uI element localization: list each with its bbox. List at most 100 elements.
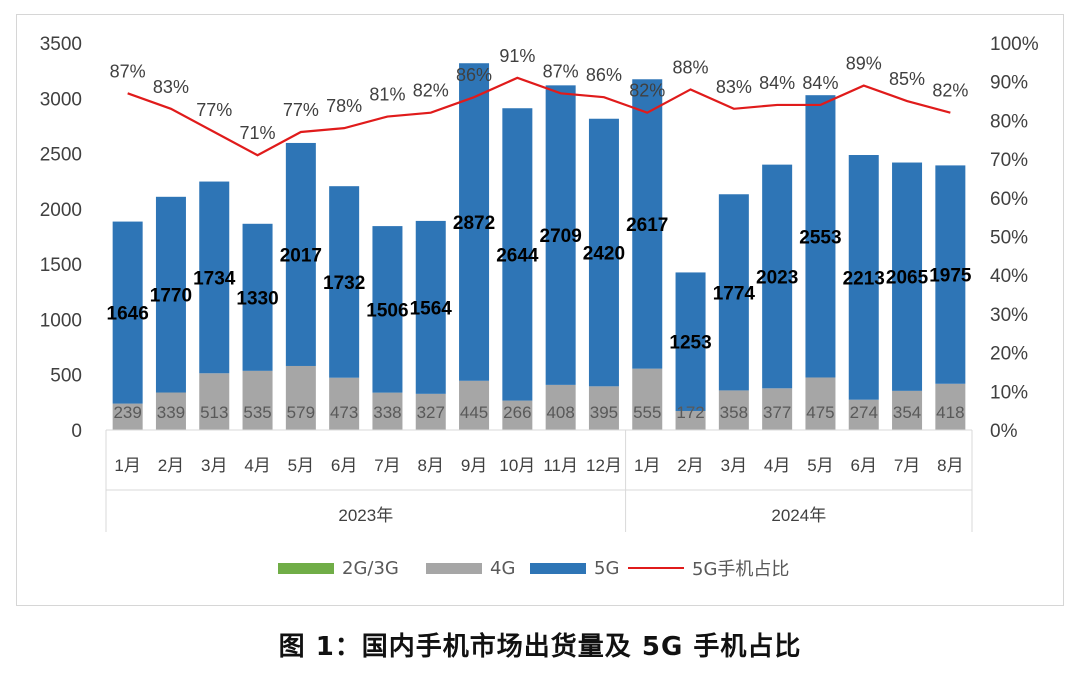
x-tick-label: 11月 (543, 456, 578, 475)
data-label-ratio: 81% (369, 85, 405, 105)
x-tick-label: 2月 (158, 456, 184, 475)
bar-4g (892, 390, 923, 430)
x-tick-label: 10月 (499, 456, 535, 475)
data-label-ratio: 83% (153, 77, 189, 97)
x-tick-label: 4月 (764, 456, 790, 475)
data-label-4g: 445 (460, 403, 488, 422)
bar-5g (718, 194, 749, 391)
data-label-5g: 2872 (453, 213, 495, 234)
bar-5g (415, 220, 446, 394)
x-tick-label: 3月 (721, 456, 747, 475)
y-tick-label: 0 (71, 421, 82, 442)
legend-swatch-ratio (628, 567, 684, 569)
bar-4g (718, 390, 749, 430)
bar-5g (675, 272, 706, 411)
bar-4g (459, 380, 490, 430)
bar-5g (588, 118, 619, 387)
data-label-5g: 1732 (323, 273, 365, 294)
data-label-4g: 274 (850, 403, 878, 422)
legend-swatch-4g (426, 562, 482, 574)
x-tick-label: 1月 (114, 456, 140, 475)
data-label-ratio: 86% (456, 65, 492, 85)
data-label-ratio: 87% (110, 61, 146, 81)
bar-5g (329, 186, 360, 378)
y2-tick-label: 70% (990, 150, 1028, 171)
bar-4g (632, 368, 663, 430)
y-tick-label: 1000 (40, 310, 82, 331)
data-label-ratio: 71% (240, 123, 276, 143)
data-label-4g: 579 (287, 403, 315, 422)
legend-item-2g3g: 2G/3G (278, 556, 399, 580)
data-label-5g: 1774 (713, 283, 756, 304)
legend-item-ratio: 5G手机占比 (628, 556, 789, 580)
data-label-4g: 513 (200, 403, 228, 422)
data-label-ratio: 83% (716, 77, 752, 97)
data-label-ratio: 84% (802, 73, 838, 93)
data-label-4g: 418 (936, 403, 964, 422)
data-label-ratio: 78% (326, 96, 362, 116)
legend-swatch-2g3g (278, 562, 334, 574)
data-label-ratio: 77% (196, 100, 232, 120)
data-label-5g: 2213 (843, 268, 885, 289)
bar-5g (199, 181, 230, 374)
bar-4g (372, 392, 403, 430)
data-label-4g: 408 (546, 403, 574, 422)
bar-4g (935, 383, 966, 430)
bar-5g (632, 79, 663, 369)
legend-label-ratio: 5G手机占比 (692, 559, 790, 580)
data-label-5g: 1734 (193, 268, 236, 289)
data-label-ratio: 89% (846, 54, 882, 74)
x-tick-label: 3月 (201, 456, 227, 475)
data-label-5g: 2617 (626, 215, 668, 236)
bar-4g (762, 388, 793, 430)
data-label-5g: 1330 (236, 288, 278, 309)
y-tick-label: 2500 (40, 145, 82, 166)
figure-caption: 图 1：国内手机市场出货量及 5G 手机占比 (278, 632, 802, 662)
bar-4g (502, 400, 533, 430)
line-5g-ratio (127, 76, 951, 157)
data-label-4g: 535 (243, 403, 271, 422)
bar-5g (935, 165, 966, 384)
data-label-4g: 339 (157, 403, 185, 422)
bar-5g (545, 85, 576, 385)
x-tick-label: 1月 (634, 456, 660, 475)
x-tick-label: 5月 (288, 456, 314, 475)
y-tick-label: 3500 (40, 34, 82, 55)
y-tick-label: 2000 (40, 200, 82, 221)
data-label-ratio: 86% (586, 65, 622, 85)
bar-5g (242, 223, 273, 371)
data-label-4g: 555 (633, 403, 661, 422)
data-label-ratio: 85% (889, 69, 925, 89)
data-label-5g: 2644 (496, 245, 539, 266)
x-tick-label: 5月 (807, 456, 833, 475)
bar-5g (805, 95, 836, 378)
legend-label-5g: 5G (594, 557, 620, 579)
data-label-5g: 2065 (886, 268, 929, 289)
data-label-5g: 1506 (366, 300, 408, 321)
bar-5g (848, 155, 879, 400)
chart-frame (16, 14, 1064, 606)
data-label-4g: 327 (417, 403, 445, 422)
data-label-4g: 377 (763, 403, 791, 422)
bar-4g (112, 403, 143, 430)
bar-5g (112, 221, 143, 404)
legend-item-4g: 4G (426, 556, 515, 580)
bar-5g (285, 142, 316, 366)
y-tick-label: 500 (50, 366, 82, 387)
y2-tick-label: 60% (990, 189, 1028, 210)
y2-tick-label: 30% (990, 305, 1028, 326)
data-label-5g: 1646 (107, 304, 149, 325)
y2-tick-label: 80% (990, 111, 1028, 132)
bar-4g (329, 377, 360, 430)
y2-tick-label: 100% (990, 34, 1039, 55)
y-tick-label: 1500 (40, 255, 82, 276)
y2-tick-label: 20% (990, 344, 1028, 365)
data-label-5g: 1564 (410, 298, 453, 319)
data-label-4g: 395 (590, 403, 618, 422)
data-label-5g: 2017 (280, 245, 322, 266)
bar-5g (502, 108, 533, 401)
bar-4g (285, 365, 316, 430)
y2-tick-label: 90% (990, 73, 1028, 94)
legend-label-2g3g: 2G/3G (342, 557, 399, 579)
y2-tick-label: 40% (990, 266, 1028, 287)
